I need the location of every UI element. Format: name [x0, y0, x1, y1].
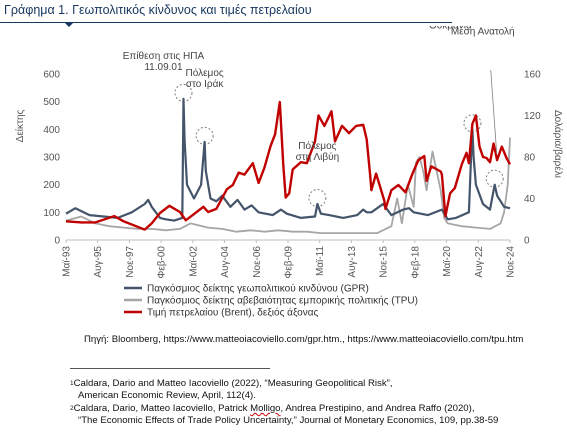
x-tick-label: Αυγ-04	[220, 246, 231, 278]
left-axis-ticks: 0 100 200 300 400 500 600	[43, 70, 60, 247]
footnote-2-line2: “The Economic Effects of Trade Policy Un…	[78, 415, 499, 426]
right-tick-label: 120	[524, 111, 541, 122]
legend: Παγκόσμιος δείκτης γεωπολιτικού κινδύνου…	[124, 283, 418, 319]
right-tick-label: 40	[524, 194, 536, 205]
footnote-2: 2Caldara, Dario, Matteo Iacoviello, Patr…	[70, 403, 475, 415]
x-tick-label: Μαϊ-20	[442, 246, 453, 277]
x-tick-label: Νοε-15	[379, 246, 390, 278]
chart-figure: 0 100 200 300 400 500 600 0 40 80 120 160 Μαϊ-93 Αυ…	[14, 26, 564, 319]
series-line-0	[65, 97, 511, 222]
footnote-1: 1Caldara, Dario and Matteo Iacoviello (2…	[70, 378, 393, 390]
legend-label-2: Τιμή πετρελαίου (Brent), δεξιός άξονας	[147, 307, 319, 319]
footnote-2-flagged-word: Molligo	[250, 403, 281, 414]
chart-title: Γράφημα 1. Γεωπολιτικός κίνδυνος και τιμ…	[4, 3, 312, 17]
x-tick-label: Νοε-06	[252, 246, 263, 278]
left-tick-label: 500	[43, 97, 60, 108]
annotation-leader	[490, 69, 498, 155]
left-tick-label: 600	[43, 70, 60, 81]
series-line-2	[65, 100, 512, 231]
footnote-1-line1: Caldara, Dario and Matteo Iacoviello (20…	[73, 378, 393, 389]
y-axis-label: Δείκτης	[14, 109, 26, 142]
left-tick-label: 0	[54, 236, 60, 247]
annotation-label: Πόλεμος	[186, 67, 224, 79]
x-tick-label: Νοε-24	[506, 246, 517, 278]
x-axis-ticks: Μαϊ-93 Αυγ-95 Νοε-97 Φεβ-00 Μαϊ-02 Αυγ-04 Νοε-…	[62, 240, 517, 279]
x-tick-label: Μαϊ-93	[62, 246, 73, 277]
footnote-2-line1-end: , Andrea Prestipino, and Andrea Raffo (2…	[280, 403, 475, 414]
footnote-2-marker: 2	[70, 405, 74, 412]
x-tick-label: Μαϊ-11	[315, 246, 326, 276]
x-tick-label: Αυγ-95	[93, 246, 104, 278]
x-tick-label: Μαϊ-02	[188, 246, 199, 277]
source-note: Πηγή: Bloomberg, https://www.matteoiacov…	[84, 334, 524, 345]
annotation-label: στο Ιράκ	[186, 78, 225, 90]
right-tick-label: 80	[524, 153, 536, 164]
x-tick-label: Φεβ-00	[157, 246, 168, 279]
annotation-label: Σύγκρουση στη	[448, 26, 517, 27]
footnote-2-line1-start: Caldara, Dario, Matteo Iacoviello, Patri…	[73, 403, 251, 414]
right-tick-label: 160	[524, 70, 541, 81]
left-tick-label: 200	[43, 180, 60, 191]
right-axis-ticks: 0 40 80 120 160	[524, 70, 541, 247]
right-tick-label: 0	[524, 236, 530, 247]
x-tick-label: Αυγ-13	[347, 246, 358, 278]
left-tick-label: 100	[43, 208, 60, 219]
annotation-label: στη Λιβύη	[296, 151, 340, 163]
y2-axis-label: Δολάρια/βαρέλι	[552, 110, 564, 178]
annotation-label: Επίθεση στις ΗΠΑ	[123, 50, 205, 62]
annotation-label: 11.09.01	[144, 62, 183, 73]
footnote-rule	[70, 368, 270, 369]
legend-label-0: Παγκόσμιος δείκτης γεωπολιτικού κινδύνου…	[147, 283, 369, 295]
x-tick-label: Φεβ-18	[410, 246, 421, 279]
annotation-label: Μέση Ανατολή	[451, 26, 515, 38]
annotation-label: Ουκρανία	[429, 26, 472, 31]
x-tick-label: Φεβ-09	[284, 246, 295, 279]
footnote-1-marker: 1	[70, 380, 74, 387]
series-line-1	[65, 137, 511, 234]
series-lines	[65, 97, 512, 241]
left-tick-label: 400	[43, 125, 60, 136]
legend-label-1: Παγκόσμιος δείκτης αβεβαιότητας εμπορική…	[147, 295, 418, 307]
title-underline	[0, 22, 452, 23]
footnote-1-line2: American Economic Review, April, 112(4).	[78, 390, 256, 401]
left-tick-label: 300	[43, 153, 60, 164]
x-tick-label: Αυγ-22	[474, 246, 485, 278]
title-underline-notch	[64, 22, 74, 27]
annotation-label: Πόλεμος	[298, 140, 336, 152]
x-tick-label: Νοε-97	[125, 246, 136, 278]
